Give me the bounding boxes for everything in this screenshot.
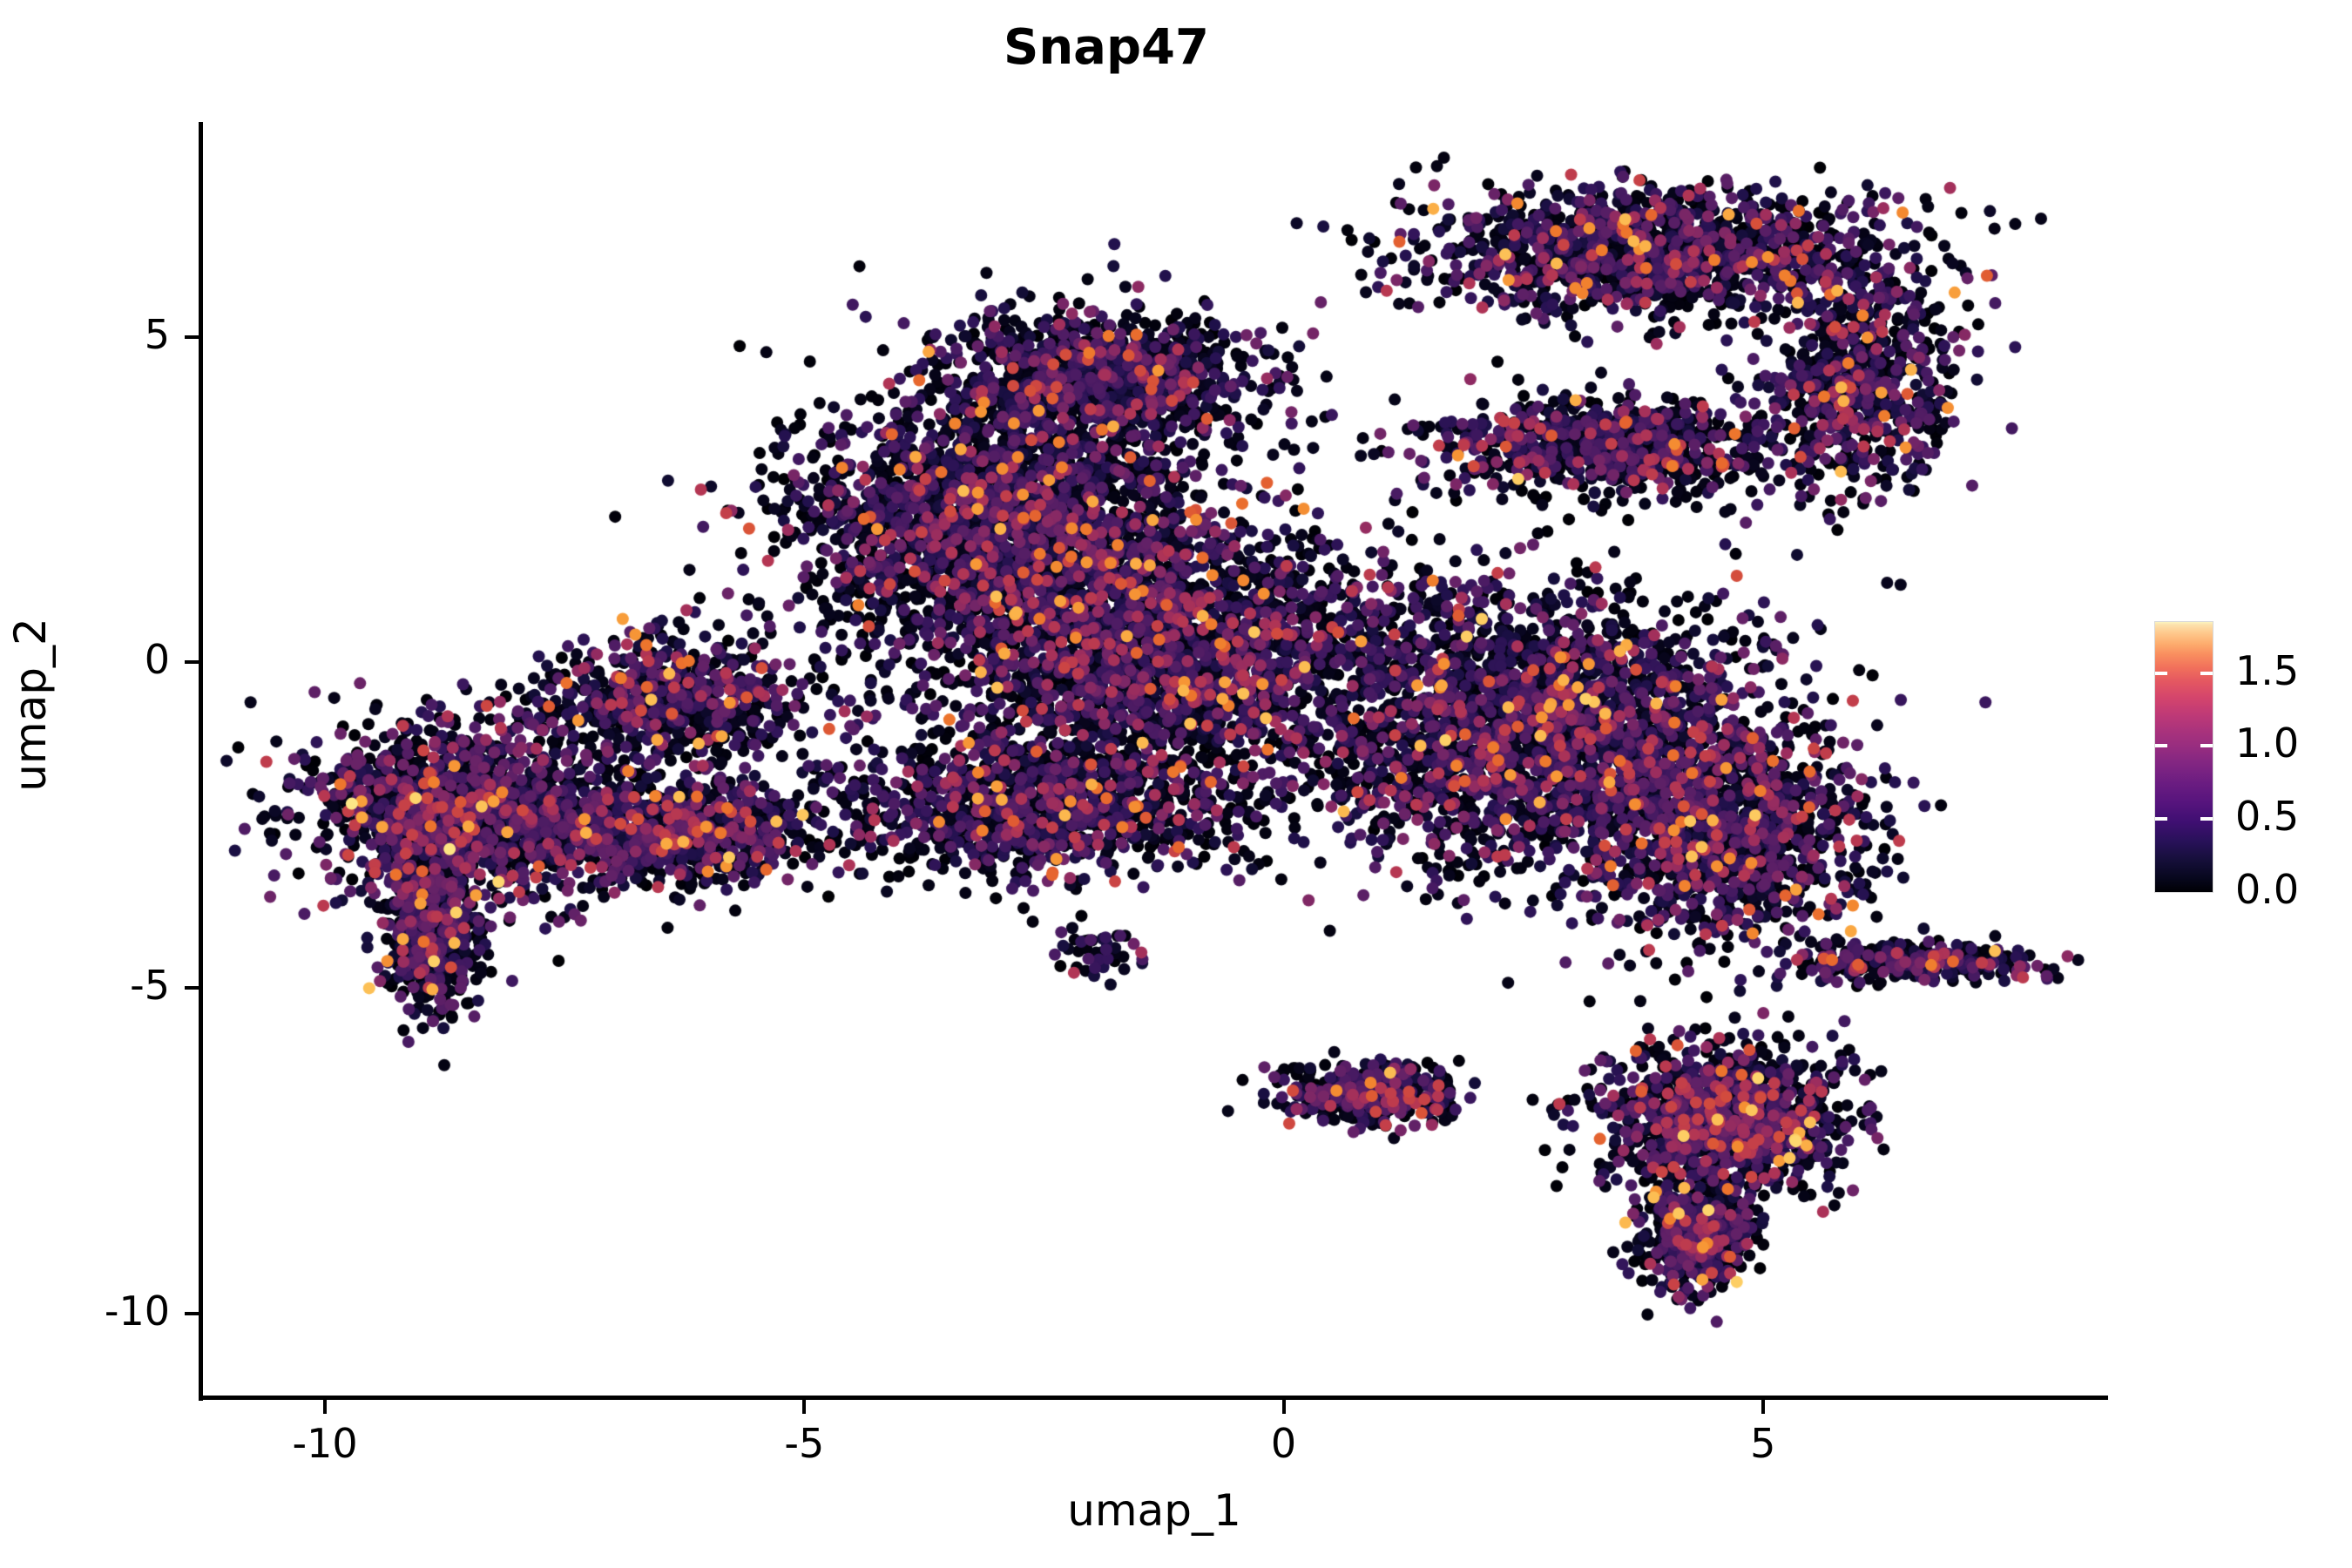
plot-area	[200, 122, 2108, 1398]
colorbar-tick-mark	[2200, 744, 2213, 748]
y-tick-mark	[185, 986, 199, 990]
y-tick-label: -5	[130, 962, 170, 1010]
y-tick-mark	[185, 1311, 199, 1315]
x-tick-label: 5	[1750, 1420, 1776, 1467]
x-tick-label: -5	[784, 1420, 825, 1467]
page-title: Snap47	[1003, 19, 1209, 76]
colorbar-tick-mark	[2200, 817, 2213, 821]
y-tick-mark	[185, 335, 199, 339]
colorbar-gradient	[2154, 621, 2213, 893]
y-tick-label: 5	[144, 310, 170, 358]
x-tick-mark	[323, 1399, 328, 1414]
colorbar-tick-label: 1.0	[2235, 720, 2300, 767]
colorbar-tick-mark	[2200, 671, 2213, 675]
colorbar	[2154, 621, 2213, 893]
y-tick-mark	[185, 660, 199, 665]
x-tick-label: -10	[292, 1420, 358, 1467]
colorbar-tick-label: 0.5	[2235, 793, 2300, 841]
colorbar-tick-mark	[2155, 744, 2167, 748]
x-tick-mark	[802, 1399, 807, 1414]
y-tick-label: -10	[104, 1287, 170, 1335]
x-tick-mark	[1761, 1399, 1765, 1414]
colorbar-tick-label: 1.5	[2235, 646, 2300, 694]
y-axis-label: umap_2	[5, 618, 56, 792]
colorbar-tick-mark	[2155, 671, 2167, 675]
y-tick-label: 0	[144, 636, 170, 684]
colorbar-tick-mark	[2155, 817, 2167, 821]
scatter-points-layer	[200, 122, 2108, 1398]
x-tick-label: 0	[1270, 1420, 1297, 1467]
x-tick-mark	[1281, 1399, 1286, 1414]
colorbar-tick-label: 0.0	[2235, 866, 2300, 913]
x-axis-label: umap_1	[1067, 1485, 1241, 1536]
